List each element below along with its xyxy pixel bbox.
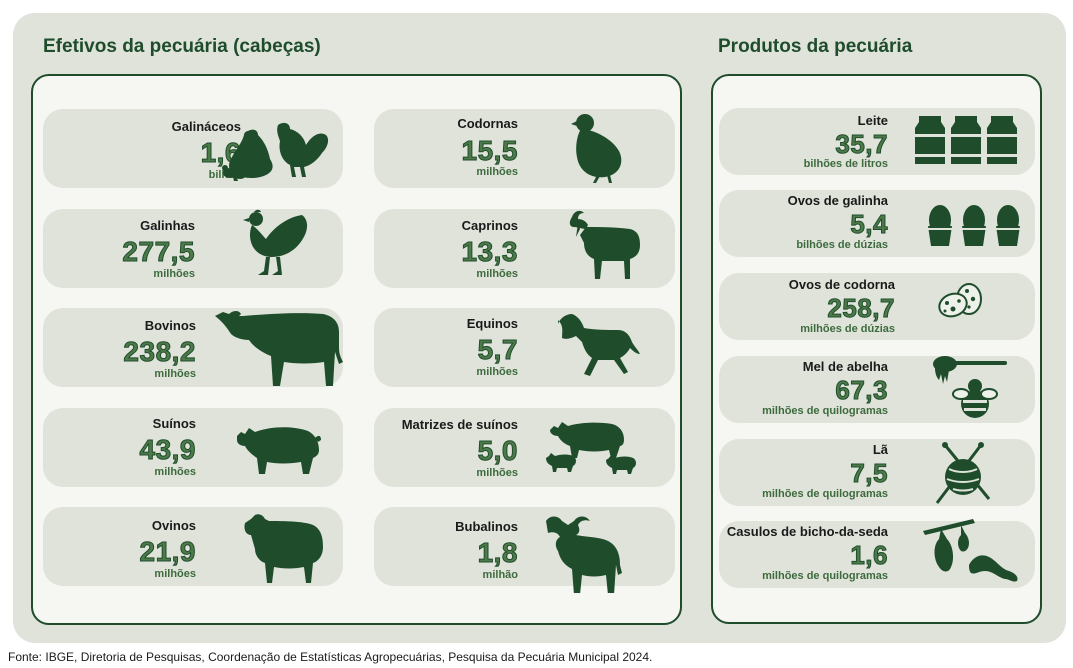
card-unit: milhões bbox=[476, 467, 518, 479]
card-label: Codornas bbox=[457, 116, 518, 131]
card-casulos: Casulos de bicho-da-seda 1,6 milhões de … bbox=[719, 519, 1035, 588]
card-label: Matrizes de suínos bbox=[401, 417, 518, 432]
card-label: Bubalinos bbox=[455, 519, 518, 534]
card-unit: milhões bbox=[154, 568, 196, 580]
card-label: Mel de abelha bbox=[802, 359, 888, 374]
card-value: 277,5 bbox=[122, 236, 195, 268]
card-value: 1,8 bbox=[477, 537, 518, 569]
card-value: 15,5 bbox=[461, 135, 518, 167]
quail-eggs-icon bbox=[935, 281, 985, 323]
card-unit: milhões bbox=[153, 268, 195, 280]
card-label: Equinos bbox=[466, 316, 518, 331]
card-value: 67,3 bbox=[835, 375, 888, 406]
card-unit: bilhões de litros bbox=[803, 158, 888, 170]
card-equinos: Equinos 5,7 milhões bbox=[374, 308, 675, 387]
eggs-icon bbox=[926, 202, 1022, 248]
pig-icon bbox=[235, 416, 323, 476]
card-unit: milhões bbox=[476, 166, 518, 178]
card-label: Galinhas bbox=[140, 218, 195, 233]
card-ovos-galinha: Ovos de galinha 5,4 bilhões de dúzias bbox=[719, 190, 1035, 257]
card-caprinos: Caprinos 13,3 milhões bbox=[374, 209, 675, 288]
source-note: Fonte: IBGE, Diretoria de Pesquisas, Coo… bbox=[8, 650, 653, 664]
buffalo-icon bbox=[544, 513, 636, 593]
livestock-section-title: Efetivos da pecuária (cabeças) bbox=[43, 36, 321, 57]
sow-piglets-icon bbox=[544, 414, 642, 484]
card-leite: Leite 35,7 bilhões de litros bbox=[719, 108, 1035, 175]
card-value: 1,6 bbox=[850, 540, 888, 571]
card-value: 43,9 bbox=[139, 434, 196, 466]
card-value: 238,2 bbox=[123, 336, 196, 368]
honey-bee-icon bbox=[931, 354, 1023, 420]
card-unit: milhões de dúzias bbox=[800, 323, 895, 335]
card-unit: bilhões de dúzias bbox=[796, 239, 888, 251]
card-ovos-codorna: Ovos de codorna 258,7 milhões de dúzias bbox=[719, 273, 1035, 340]
card-suinos: Suínos 43,9 milhões bbox=[43, 408, 343, 487]
card-value: 5,0 bbox=[477, 435, 518, 467]
card-galinaceos: Galináceos 1,6 bilhão bbox=[43, 109, 343, 188]
card-unit: milhões bbox=[154, 466, 196, 478]
card-value: 5,7 bbox=[477, 334, 518, 366]
card-mel-abelha: Mel de abelha 67,3 milhões de quilograma… bbox=[719, 356, 1035, 423]
card-label: Lã bbox=[872, 442, 888, 457]
sheep-icon bbox=[243, 513, 325, 585]
card-value: 35,7 bbox=[835, 129, 888, 160]
card-label: Caprinos bbox=[461, 218, 518, 233]
card-bovinos: Bovinos 238,2 milhões bbox=[43, 308, 343, 387]
card-label: Leite bbox=[857, 113, 888, 128]
card-unit: milhões bbox=[476, 366, 518, 378]
card-codornas: Codornas 15,5 milhões bbox=[374, 109, 675, 188]
card-unit: milhão bbox=[482, 569, 518, 581]
card-label: Ovos de codorna bbox=[788, 277, 895, 292]
silkworm-icon bbox=[921, 517, 1025, 589]
card-unit: milhões de quilogramas bbox=[762, 488, 888, 500]
hen-icon bbox=[240, 209, 312, 279]
card-la: Lã 7,5 milhões de quilogramas bbox=[719, 439, 1035, 506]
card-unit: milhões de quilogramas bbox=[762, 570, 888, 582]
card-value: 13,3 bbox=[461, 236, 518, 268]
card-label: Bovinos bbox=[144, 318, 196, 333]
milk-cans-icon bbox=[915, 114, 1021, 166]
card-unit: milhões bbox=[476, 268, 518, 280]
card-matrizes-suinos: Matrizes de suínos 5,0 milhões bbox=[374, 408, 675, 487]
cow-icon bbox=[211, 304, 345, 388]
hen-rooster-chicks-icon bbox=[218, 117, 338, 183]
card-label: Suínos bbox=[152, 416, 196, 431]
card-value: 258,7 bbox=[827, 293, 895, 324]
card-unit: milhões bbox=[154, 368, 196, 380]
card-value: 21,9 bbox=[139, 536, 196, 568]
quail-icon bbox=[567, 111, 637, 185]
card-ovinos: Ovinos 21,9 milhões bbox=[43, 507, 343, 586]
card-label: Galináceos bbox=[171, 119, 241, 134]
card-label: Casulos de bicho-da-seda bbox=[726, 524, 888, 539]
card-galinhas: Galinhas 277,5 milhões bbox=[43, 209, 343, 288]
card-label: Ovinos bbox=[151, 518, 196, 533]
card-value: 5,4 bbox=[850, 209, 888, 240]
card-label: Ovos de galinha bbox=[787, 193, 888, 208]
yarn-ball-icon bbox=[933, 439, 993, 505]
horse-icon bbox=[552, 310, 640, 386]
card-unit: milhões de quilogramas bbox=[762, 405, 888, 417]
goat-icon bbox=[564, 209, 644, 281]
card-value: 7,5 bbox=[850, 458, 888, 489]
products-section-title: Produtos da pecuária bbox=[718, 36, 913, 57]
card-bubalinos: Bubalinos 1,8 milhão bbox=[374, 507, 675, 593]
